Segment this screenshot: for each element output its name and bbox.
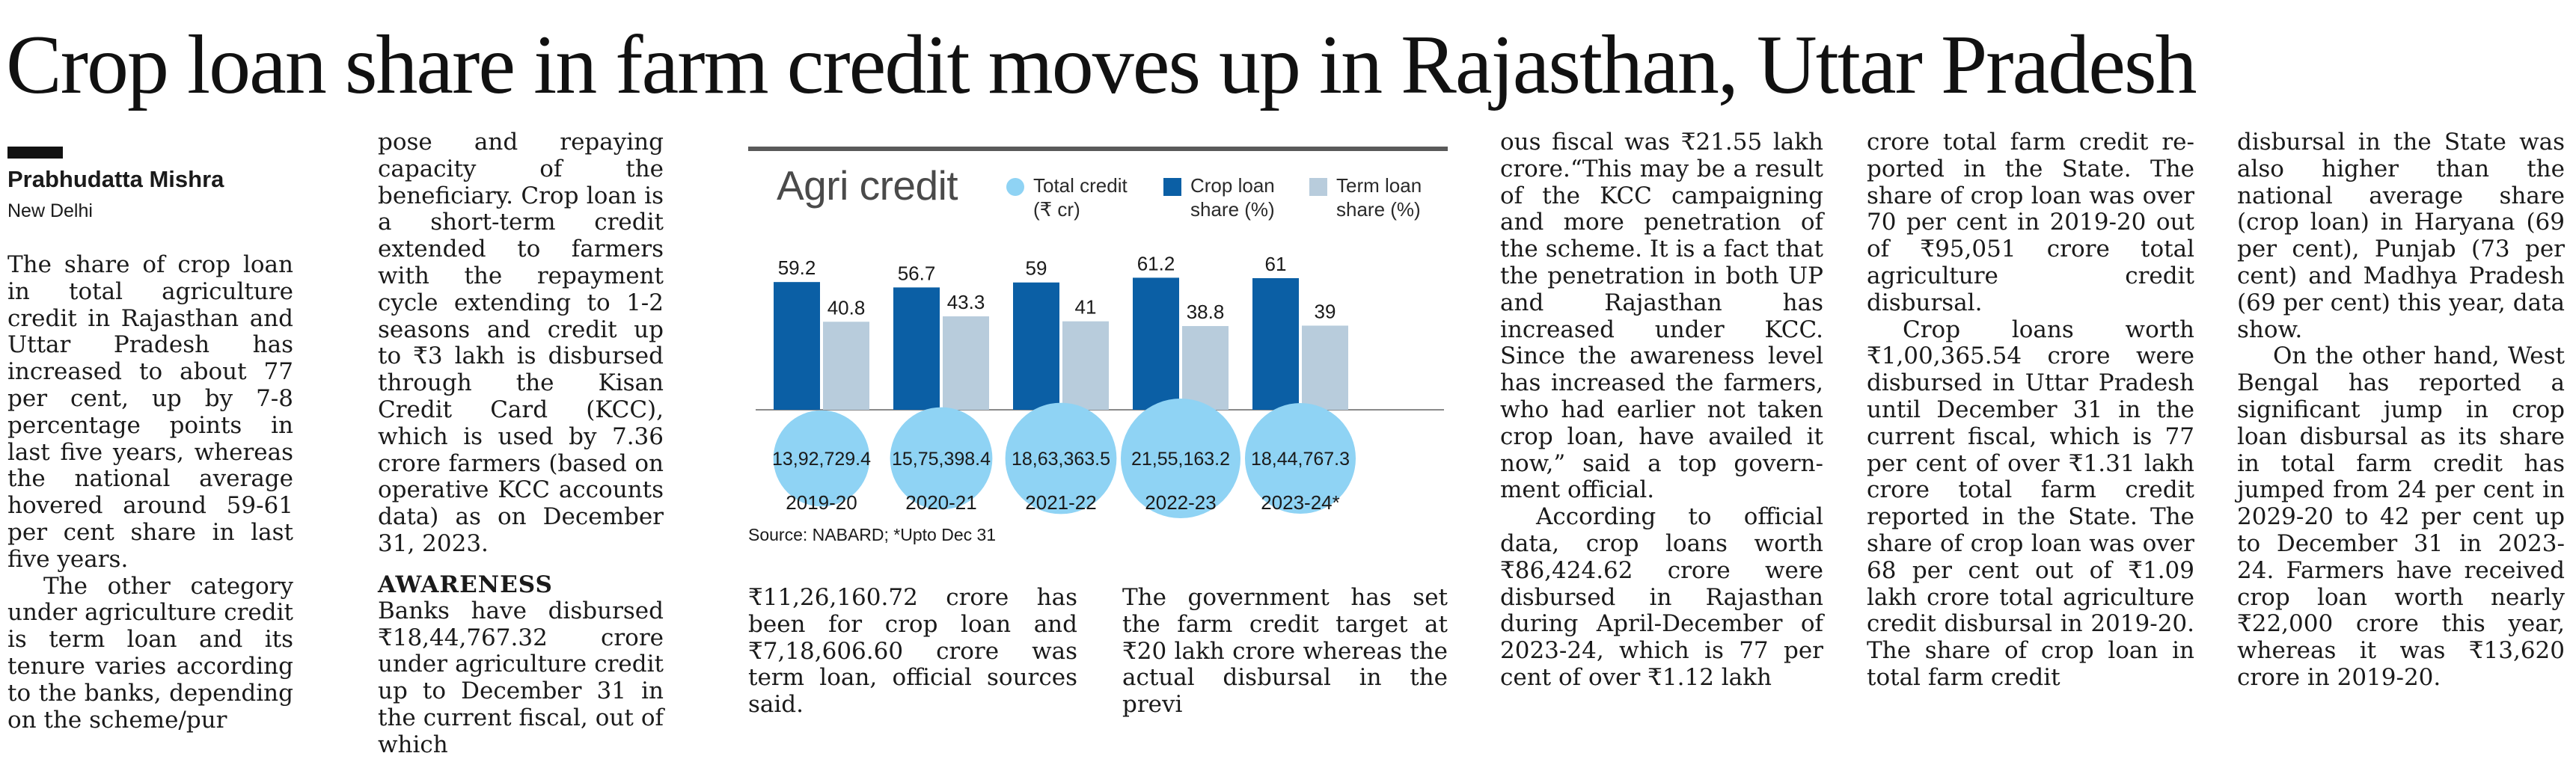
agri-credit-chart: Agri credit Total credit (₹ cr) Crop loan… [748,147,1448,565]
paragraph: The government has set the farm credit t… [1122,584,1448,719]
bar-value-label: 61 [1265,253,1287,275]
bubble-value-label: 15,75,398.4 [892,449,991,470]
paragraph: According to official data, crop loans w… [1500,503,1823,691]
column-7: disbursal in the State was also higher t… [2237,129,2565,692]
category-label: 2022-23 [1145,491,1216,514]
bar-crop-loan [774,282,820,410]
bar-value-label: 59.2 [778,256,816,279]
column-2: pose and repaying capacity of the benefi… [378,129,664,759]
bubble-value-label: 21,55,163.2 [1131,449,1230,470]
bar-term-loan [823,322,869,410]
bar-value-label: 61.2 [1137,252,1175,274]
bubble-total-credit [773,410,870,507]
subhead: AWARENESS [378,571,553,598]
legend-label-total-credit: Total credit (₹ cr) [1033,174,1128,221]
legend-label-crop-loan: Crop loan share (%) [1190,174,1275,221]
bar-value-label: 56.7 [898,262,936,284]
bar-crop-loan [1252,277,1299,410]
headline: Crop loan share in farm credit moves up … [6,19,2197,111]
paragraph: Crop loans worth ₹1,00,365.54 crore were… [1867,316,2194,691]
bar-value-label: 59 [1026,257,1047,280]
bubble-value-label: 18,63,363.5 [1012,449,1110,470]
column-3: ₹11,26,160.72 crore has been for crop lo… [748,584,1077,719]
paragraph: The other category under agriculture cre… [7,572,293,734]
bar-value-label: 38.8 [1187,301,1225,323]
paragraph: pose and repaying capacity of the benefi… [378,129,664,557]
bubble-value-label: 18,44,767.3 [1251,449,1350,470]
bar-term-loan [943,316,989,410]
bubble-total-credit [1121,399,1240,518]
category-label: 2023-24* [1261,491,1340,514]
bubble-value-label: 13,92,729.4 [772,449,871,470]
column-6: crore total farm credit re­ported in the… [1867,129,2194,692]
chart-source: Source: NABARD; *Upto Dec 31 [748,525,997,544]
bar-term-loan [1182,326,1229,410]
bar-term-loan [1062,321,1109,410]
bubble-total-credit [1005,402,1117,514]
paragraph: Banks have disbursed ₹18,44,767.32 crore… [378,597,664,758]
bar-value-label: 43.3 [947,291,985,313]
paragraph: disbursal in the State was also higher t… [2237,129,2565,343]
legend-swatch-total-credit [1006,178,1024,196]
byline-location: New Delhi [7,200,93,221]
bar-term-loan [1302,325,1348,410]
category-label: 2019-20 [786,491,857,514]
bar-value-label: 41 [1075,296,1097,319]
legend-swatch-term-loan [1309,178,1327,196]
column-1: The share of crop loan in total agricult… [7,251,293,734]
column-4: The government has set the farm credit t… [1122,584,1448,719]
paragraph: The share of crop loan in total agricult… [7,251,293,573]
bubble-total-credit [1244,402,1356,514]
chart-title: Agri credit [777,162,958,209]
paragraph: ous fiscal was ₹21.55 lakh crore.“This m… [1500,129,1823,504]
bar-crop-loan [893,287,940,410]
chart-top-rule [748,147,1448,151]
category-label: 2020-21 [905,491,976,514]
paragraph: ₹11,26,160.72 crore has been for crop lo… [748,584,1077,719]
legend-label-term-loan: Term loan share (%) [1336,174,1422,221]
chart-plot: 59.2 40.8 13,92,729.4 2019-20 56.7 43.3 15,75,… [756,252,1444,518]
legend-swatch-crop-loan [1163,178,1181,196]
column-5: ous fiscal was ₹21.55 lakh crore.“This m… [1500,129,1823,692]
category-label: 2021-22 [1025,491,1096,514]
bar-value-label: 39 [1315,300,1336,322]
bubble-total-credit [890,407,993,510]
bar-crop-loan [1013,282,1059,410]
bar-crop-loan [1133,277,1179,410]
byline-author: Prabhudatta Mishra [7,166,224,192]
bar-value-label: 40.8 [827,296,866,319]
paragraph: crore total farm credit re­ported in the… [1867,129,2194,316]
byline-rule [7,147,63,159]
paragraph: On the other hand, West Bengal has repor… [2237,342,2565,691]
